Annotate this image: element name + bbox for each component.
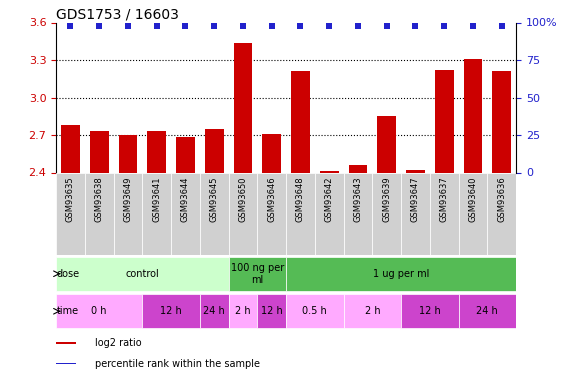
Bar [56, 363, 76, 364]
Text: GSM93638: GSM93638 [95, 177, 104, 222]
Text: 2 h: 2 h [235, 306, 251, 316]
Bar [200, 294, 229, 328]
Bar [430, 172, 459, 255]
Text: 12 h: 12 h [419, 306, 441, 316]
Bar [406, 170, 425, 172]
Bar [56, 294, 142, 328]
Text: 2 h: 2 h [365, 306, 380, 316]
Bar [315, 172, 343, 255]
Bar [148, 131, 166, 172]
Bar [348, 165, 367, 172]
Text: GSM93641: GSM93641 [152, 177, 161, 222]
Bar [56, 257, 229, 291]
Bar [493, 71, 511, 172]
Bar [200, 172, 229, 255]
Bar [343, 172, 373, 255]
Bar [435, 70, 454, 172]
Bar [85, 172, 113, 255]
Bar [56, 342, 76, 344]
Text: time: time [57, 306, 79, 316]
Text: GSM93649: GSM93649 [123, 177, 132, 222]
Bar [113, 172, 142, 255]
Bar [263, 134, 281, 172]
Text: GSM93644: GSM93644 [181, 177, 190, 222]
Bar [229, 294, 257, 328]
Bar [257, 294, 286, 328]
Bar [458, 172, 488, 255]
Bar [229, 257, 286, 291]
Bar [233, 42, 252, 172]
Text: GSM93645: GSM93645 [210, 177, 219, 222]
Bar [320, 171, 339, 172]
Bar [61, 125, 80, 172]
Text: GSM93648: GSM93648 [296, 177, 305, 222]
Text: GDS1753 / 16603: GDS1753 / 16603 [56, 8, 179, 21]
Text: dose: dose [57, 269, 80, 279]
Text: GSM93635: GSM93635 [66, 177, 75, 222]
Bar [176, 138, 195, 172]
Text: GSM93636: GSM93636 [497, 177, 506, 222]
Bar [171, 172, 200, 255]
Bar [488, 172, 516, 255]
Bar [373, 172, 401, 255]
Bar [142, 172, 171, 255]
Text: 0 h: 0 h [91, 306, 107, 316]
Bar [142, 294, 200, 328]
Bar [458, 294, 516, 328]
Text: percentile rank within the sample: percentile rank within the sample [95, 359, 260, 369]
Bar [229, 172, 257, 255]
Bar [463, 59, 482, 172]
Bar [118, 135, 137, 172]
Text: 12 h: 12 h [160, 306, 182, 316]
Text: GSM93650: GSM93650 [238, 177, 247, 222]
Bar [286, 294, 343, 328]
Text: GSM93637: GSM93637 [440, 177, 449, 222]
Text: GSM93643: GSM93643 [353, 177, 362, 222]
Text: log2 ratio: log2 ratio [95, 338, 142, 348]
Text: GSM93639: GSM93639 [382, 177, 391, 222]
Text: 100 ng per
ml: 100 ng per ml [231, 263, 284, 285]
Text: GSM93642: GSM93642 [325, 177, 334, 222]
Bar [343, 294, 401, 328]
Text: 24 h: 24 h [203, 306, 225, 316]
Bar [286, 257, 516, 291]
Text: GSM93646: GSM93646 [267, 177, 276, 222]
Bar [291, 71, 310, 172]
Bar [401, 172, 430, 255]
Bar [286, 172, 315, 255]
Text: 0.5 h: 0.5 h [302, 306, 327, 316]
Bar [378, 116, 396, 172]
Text: GSM93640: GSM93640 [468, 177, 477, 222]
Bar [205, 129, 224, 172]
Text: GSM93647: GSM93647 [411, 177, 420, 222]
Text: 24 h: 24 h [476, 306, 498, 316]
Text: 12 h: 12 h [261, 306, 283, 316]
Bar [401, 294, 459, 328]
Bar [90, 131, 109, 172]
Text: 1 ug per ml: 1 ug per ml [373, 269, 429, 279]
Bar [56, 172, 85, 255]
Text: control: control [126, 269, 159, 279]
Bar [257, 172, 286, 255]
